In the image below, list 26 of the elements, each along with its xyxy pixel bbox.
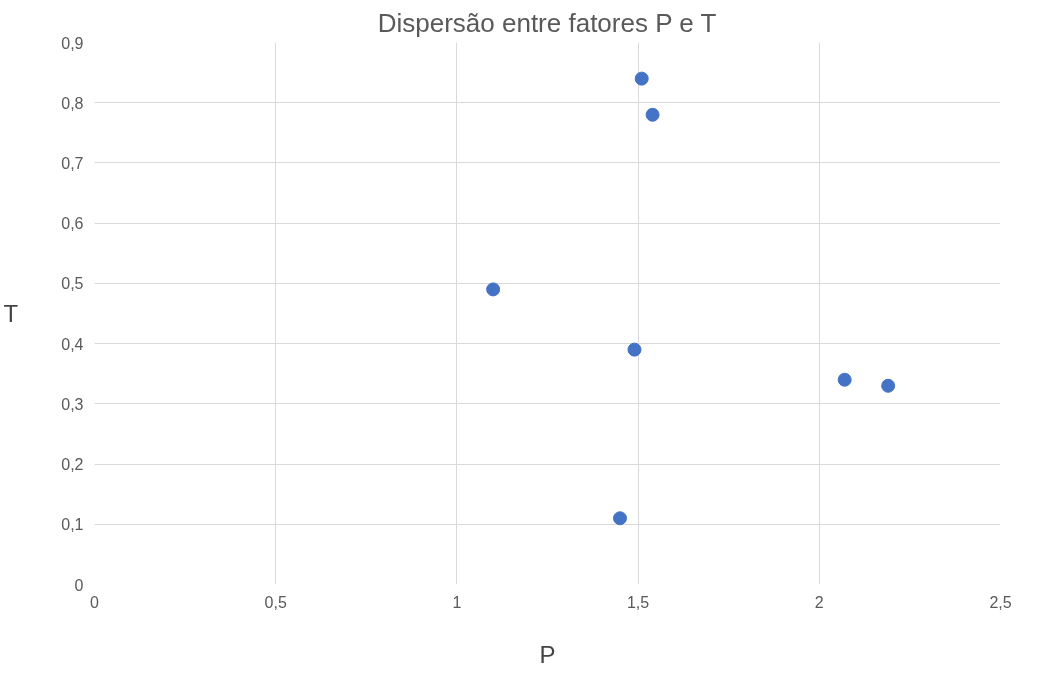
y-tick-label: 0,1 <box>61 516 84 534</box>
x-tick-label: 0,5 <box>264 593 287 611</box>
x-tick-label: 2,5 <box>989 593 1012 611</box>
point <box>645 107 660 122</box>
x-tick-label: 1,5 <box>626 593 650 611</box>
y-tick-label: 0,4 <box>61 335 84 353</box>
chart-title: Dispersão entre fatores P e T <box>377 7 717 38</box>
point <box>486 282 501 297</box>
x-tick-label: 0 <box>90 593 100 611</box>
y-tick-label: 0,2 <box>61 456 84 474</box>
x-tick-label: 1 <box>452 593 462 611</box>
y-tick-label: 0,8 <box>61 94 84 112</box>
y-tick-label: 0,9 <box>61 34 84 52</box>
y-tick-label: 0,7 <box>61 154 84 172</box>
point <box>837 372 852 387</box>
y-tick-label: 0,5 <box>61 275 84 293</box>
y-tick-label: 0 <box>74 576 84 594</box>
y-tick-label: 0,3 <box>61 395 84 413</box>
point <box>881 378 896 393</box>
y-axis-title: T <box>3 300 19 327</box>
y-tick-label: 0,6 <box>61 215 84 233</box>
point <box>612 511 627 526</box>
x-axis-title: P <box>539 640 556 668</box>
point <box>627 342 642 357</box>
x-tick-label: 2 <box>814 593 824 611</box>
point <box>634 71 649 86</box>
